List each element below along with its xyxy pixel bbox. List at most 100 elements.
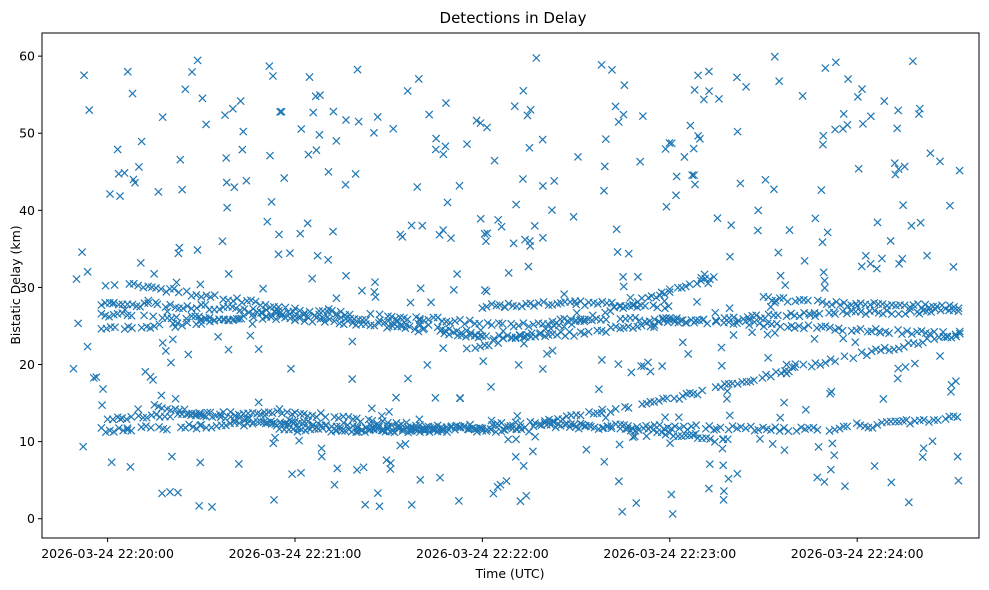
data-point [694, 71, 703, 80]
data-point [324, 305, 333, 314]
data-point [129, 279, 138, 288]
data-point [238, 145, 247, 154]
data-point [101, 428, 110, 437]
data-point [607, 298, 616, 307]
data-point [383, 418, 392, 427]
data-point [936, 351, 945, 361]
data-point [181, 85, 190, 94]
data-point [674, 413, 683, 422]
data-point [169, 284, 178, 293]
data-point [480, 229, 489, 238]
data-point [727, 221, 736, 230]
data-point [299, 409, 308, 418]
data-point [253, 417, 262, 426]
data-point [74, 319, 83, 328]
data-point [680, 152, 689, 161]
data-point [285, 416, 294, 425]
data-point [216, 413, 225, 422]
data-point [341, 115, 351, 125]
data-point [116, 415, 125, 424]
data-point [858, 119, 867, 128]
data-point [906, 419, 915, 428]
data-point [856, 324, 865, 333]
data-point [114, 424, 123, 433]
data-point [457, 328, 466, 337]
data-point [782, 369, 791, 378]
data-point [435, 230, 444, 239]
data-point [446, 318, 455, 327]
data-point [606, 407, 615, 417]
data-point [736, 422, 745, 431]
data-point [83, 342, 92, 351]
data-point [576, 411, 585, 420]
data-point [866, 112, 875, 121]
data-point [321, 413, 330, 422]
data-point [650, 320, 659, 330]
data-point [770, 328, 779, 337]
data-point [210, 291, 219, 300]
data-point [610, 302, 619, 311]
data-point [258, 314, 267, 323]
data-point [955, 166, 964, 175]
data-point [407, 221, 416, 230]
data-point [831, 125, 840, 134]
data-point [476, 342, 485, 351]
data-point [576, 419, 585, 428]
data-point [288, 470, 297, 479]
data-point [623, 424, 632, 433]
data-point [219, 408, 228, 417]
data-point [675, 424, 684, 433]
data-point [900, 162, 909, 171]
data-point [674, 318, 683, 327]
data-point [856, 307, 865, 316]
data-point [97, 301, 106, 310]
data-point [344, 412, 353, 421]
data-point [478, 332, 487, 341]
data-point [826, 465, 835, 474]
data-point [130, 178, 140, 187]
data-point [127, 324, 136, 333]
data-point [171, 394, 180, 403]
data-point [277, 107, 286, 116]
data-point [317, 444, 326, 453]
data-point [274, 303, 283, 312]
data-point [566, 419, 576, 429]
data-point [356, 417, 365, 426]
data-point [126, 462, 135, 471]
data-point [362, 315, 371, 325]
data-point [603, 422, 612, 431]
data-point [665, 288, 674, 297]
data-point [775, 426, 784, 435]
data-point [407, 500, 416, 509]
data-point [785, 226, 794, 235]
data-point [538, 181, 547, 190]
data-point [396, 441, 405, 450]
data-point [222, 178, 231, 187]
data-point [354, 117, 363, 126]
data-point [425, 110, 434, 119]
data-point [584, 327, 593, 336]
data-point [329, 107, 338, 116]
data-point [926, 149, 935, 158]
data-point [166, 412, 175, 421]
data-point [650, 398, 659, 407]
data-point [766, 302, 775, 311]
data-point [692, 421, 701, 430]
data-point [854, 164, 863, 173]
data-point [754, 425, 763, 434]
data-point [196, 458, 205, 467]
data-point [741, 424, 750, 433]
data-point [268, 71, 277, 81]
data-point [699, 315, 708, 324]
data-point [614, 477, 623, 486]
data-point [229, 297, 238, 306]
data-point [914, 340, 923, 349]
data-point [431, 393, 440, 402]
data-point [628, 324, 638, 333]
data-point [799, 324, 808, 333]
data-point [167, 314, 176, 323]
data-point [453, 269, 462, 279]
data-point [870, 306, 879, 315]
data-point [410, 325, 419, 334]
data-point [813, 473, 822, 482]
